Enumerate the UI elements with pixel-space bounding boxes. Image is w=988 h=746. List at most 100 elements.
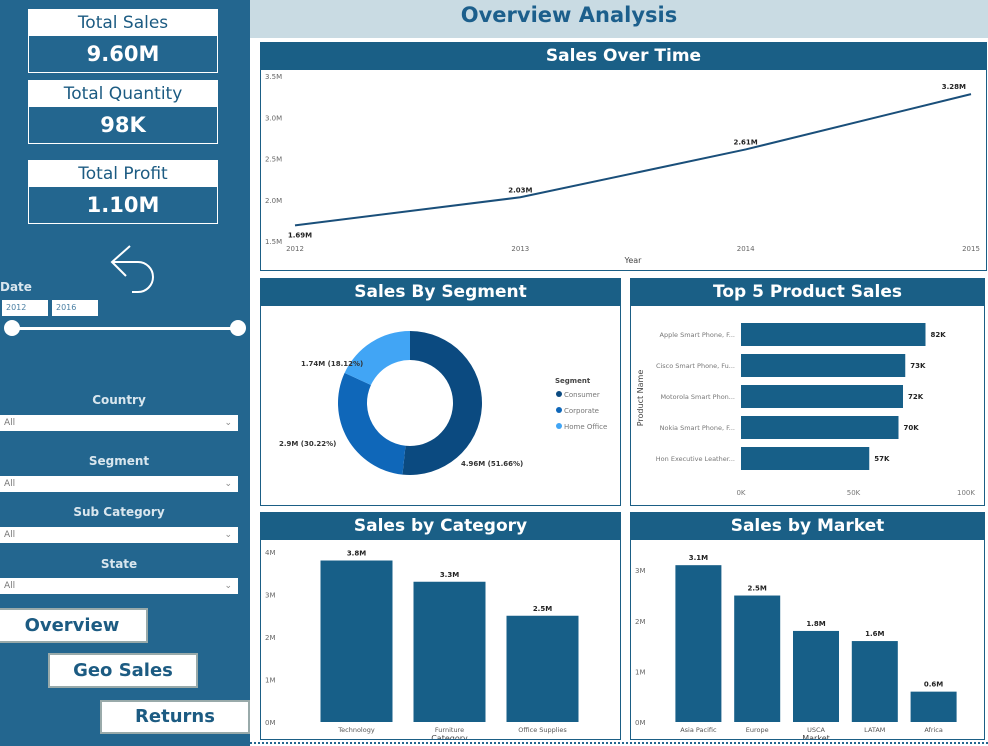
legend-marker bbox=[556, 407, 562, 413]
kpi-value: 9.60M bbox=[86, 42, 160, 66]
data-label: 3.8M bbox=[347, 550, 366, 558]
x-axis-title: Year bbox=[624, 256, 643, 265]
x-axis-title: Market bbox=[802, 734, 830, 739]
x-tick-label: Asia Pacific bbox=[680, 726, 717, 734]
y-tick-label: 3.5M bbox=[265, 73, 282, 81]
x-axis-title: Category bbox=[431, 734, 468, 739]
overview-button[interactable]: Overview bbox=[0, 608, 148, 643]
geo-sales-button[interactable]: Geo Sales bbox=[48, 653, 198, 688]
sales-line bbox=[294, 93, 972, 227]
date-end-input[interactable]: 2016 bbox=[52, 300, 98, 316]
x-tick-label: Furniture bbox=[435, 726, 464, 734]
kpi-label: Total Sales bbox=[29, 10, 217, 36]
x-tick-label: Europe bbox=[746, 726, 769, 734]
bar bbox=[741, 385, 903, 408]
kpi-total-profit: Total Profit 1.10M bbox=[28, 160, 218, 224]
data-label: 3.28M bbox=[942, 83, 966, 91]
bar bbox=[413, 581, 486, 722]
state-dropdown[interactable]: All ⌄ bbox=[0, 578, 238, 594]
panel-title: Sales by Market bbox=[631, 513, 984, 540]
state-label: State bbox=[100, 557, 138, 571]
bar bbox=[734, 595, 781, 722]
slice-consumer bbox=[402, 331, 482, 475]
bar bbox=[741, 323, 926, 346]
data-label: 82K bbox=[931, 331, 947, 339]
slice-label: 2.9M (30.22%) bbox=[279, 440, 336, 448]
panel-title: Sales Over Time bbox=[261, 43, 986, 70]
x-tick-label: 0K bbox=[736, 489, 745, 497]
slice-label: 4.96M (51.66%) bbox=[461, 460, 523, 468]
sales-by-category-panel: Sales by Category 0M 1M 2M 3M 4M 3.8M Technolo… bbox=[260, 512, 621, 743]
bar bbox=[910, 691, 957, 722]
data-label: 0.6M bbox=[924, 681, 943, 689]
data-label: 2.5M bbox=[533, 605, 552, 613]
data-label: 3.1M bbox=[689, 554, 708, 562]
date-slider-end-handle[interactable] bbox=[230, 320, 246, 336]
x-tick-label: Technology bbox=[337, 726, 375, 734]
x-tick-label: 2015 bbox=[962, 245, 980, 253]
y-tick-label: Motorola Smart Phon... bbox=[660, 393, 735, 401]
country-dropdown[interactable]: All ⌄ bbox=[0, 415, 238, 431]
x-tick-label: 100K bbox=[957, 489, 975, 497]
y-tick-label: Hon Executive Leather... bbox=[656, 455, 735, 463]
bar bbox=[320, 560, 393, 722]
x-tick-label: USCA bbox=[807, 726, 825, 734]
date-start-input[interactable]: 2012 bbox=[2, 300, 48, 316]
x-tick-label: Africa bbox=[924, 726, 943, 734]
y-tick-label: 3M bbox=[265, 592, 276, 600]
data-label: 3.3M bbox=[440, 571, 459, 579]
y-tick-label: 3.0M bbox=[265, 114, 282, 122]
country-label: Country bbox=[92, 393, 146, 407]
legend-item: Corporate bbox=[564, 407, 599, 415]
sales-by-segment-panel: Sales By Segment 4.96M (51.66%) 2.9M (30.… bbox=[260, 278, 621, 506]
data-label: 2.03M bbox=[508, 186, 532, 194]
data-label: 2.61M bbox=[734, 138, 758, 146]
kpi-label: Total Quantity bbox=[29, 81, 217, 107]
sub-category-label: Sub Category bbox=[73, 505, 165, 519]
dropdown-value: All bbox=[4, 418, 16, 428]
panel-title: Sales By Segment bbox=[261, 279, 620, 306]
footer-divider bbox=[250, 742, 988, 744]
y-tick-label: 2.0M bbox=[265, 197, 282, 205]
bar bbox=[851, 641, 898, 722]
bar bbox=[793, 630, 839, 722]
y-tick-label: 3M bbox=[635, 567, 646, 575]
sales-by-market-chart: 0M 1M 2M 3M 3.1M Asia Pacific 2.5M Europe 1.8M US… bbox=[635, 554, 957, 743]
sales-over-time-chart: 1.5M 2.0M 2.5M 3.0M 3.5M 2012 2013 2014 2015 Year… bbox=[265, 73, 980, 265]
segment-dropdown[interactable]: All ⌄ bbox=[0, 476, 238, 492]
legend-marker bbox=[556, 391, 562, 397]
data-label: 72K bbox=[908, 393, 924, 401]
returns-button[interactable]: Returns bbox=[100, 700, 250, 734]
y-tick-label: Apple Smart Phone, F... bbox=[660, 331, 735, 339]
legend-marker bbox=[556, 423, 562, 429]
bar bbox=[741, 354, 906, 377]
y-tick-label: 1M bbox=[265, 677, 276, 685]
sub-category-dropdown[interactable]: All ⌄ bbox=[0, 527, 238, 543]
x-tick-label: Office Supplies bbox=[518, 726, 567, 734]
sales-by-segment-chart: 4.96M (51.66%) 2.9M (30.22%) 1.74M (18.12%… bbox=[279, 331, 607, 475]
data-label: 2.5M bbox=[748, 585, 767, 593]
legend-title: Segment bbox=[555, 377, 591, 385]
header: Overview Analysis bbox=[250, 0, 988, 38]
back-arrow-icon[interactable] bbox=[108, 244, 158, 296]
date-slider-start-handle[interactable] bbox=[4, 320, 20, 336]
page-title: Overview Analysis bbox=[460, 3, 678, 27]
date-label: Date bbox=[0, 280, 32, 294]
slice-label: 1.74M (18.12%) bbox=[301, 360, 363, 368]
x-tick-label: 50K bbox=[847, 489, 861, 497]
data-label: 57K bbox=[874, 455, 890, 463]
y-tick-label: Nokia Smart Phone, F... bbox=[660, 424, 735, 432]
segment-label: Segment bbox=[88, 454, 150, 468]
chevron-down-icon: ⌄ bbox=[224, 530, 232, 540]
y-tick-label: Cisco Smart Phone, Fu... bbox=[656, 362, 735, 370]
kpi-total-sales: Total Sales 9.60M bbox=[28, 9, 218, 73]
slice-home-office bbox=[344, 331, 410, 385]
dropdown-value: All bbox=[4, 530, 16, 540]
date-slider-track[interactable] bbox=[12, 327, 238, 330]
chevron-down-icon: ⌄ bbox=[224, 581, 232, 591]
bar bbox=[675, 565, 722, 722]
bar bbox=[741, 416, 899, 439]
top-5-product-chart: Product Name Apple Smart Phone, F... 82K Ci… bbox=[636, 323, 975, 497]
y-axis-title: Product Name bbox=[636, 370, 645, 427]
bar bbox=[506, 615, 579, 722]
